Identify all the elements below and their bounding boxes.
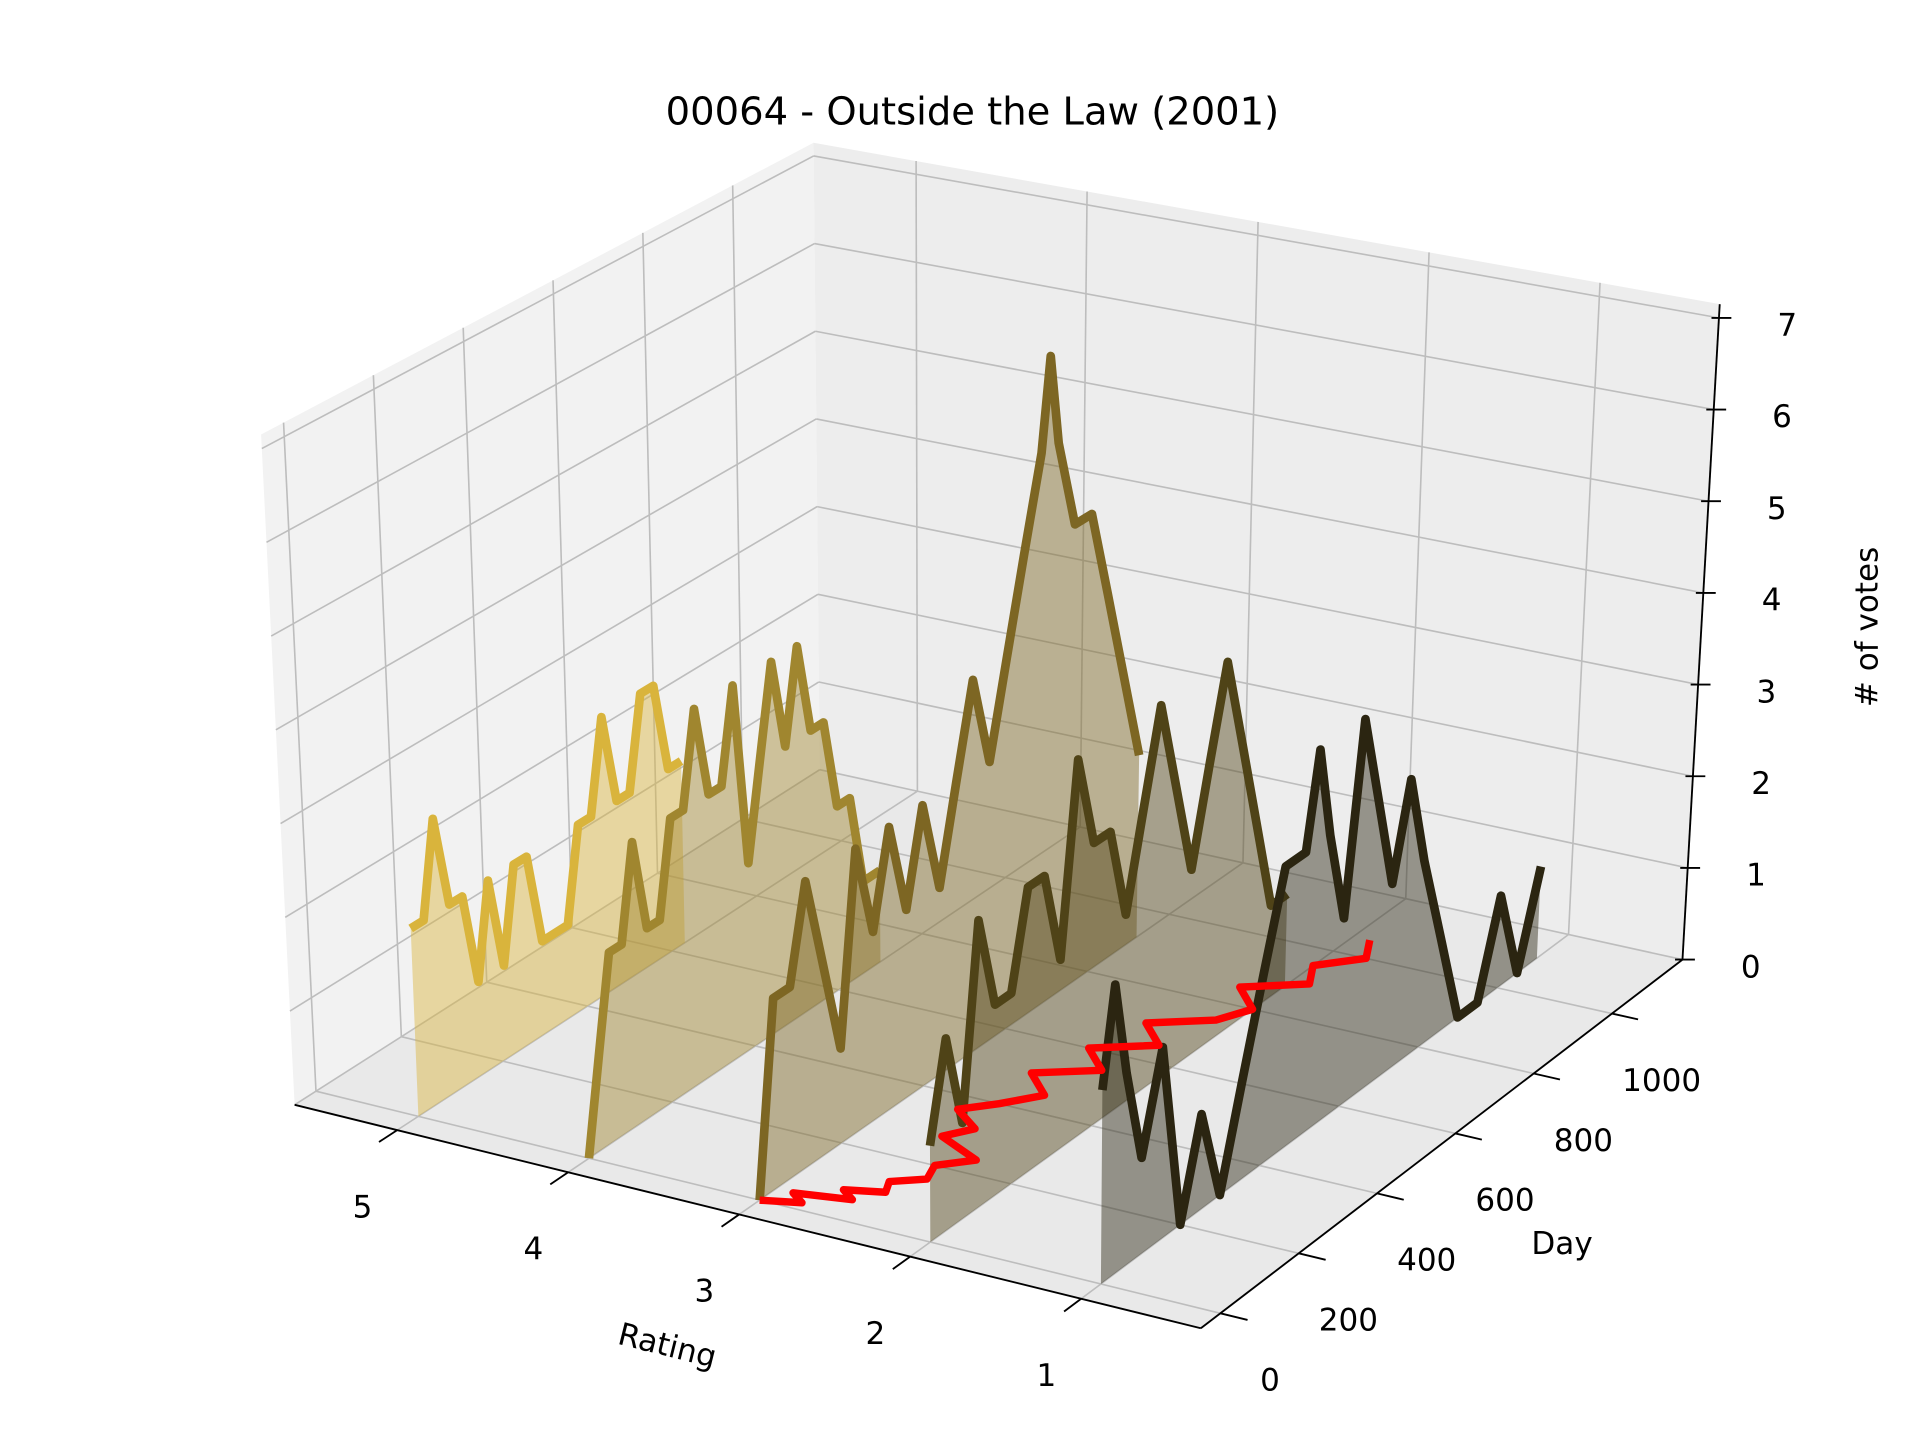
x-axis-label: Rating xyxy=(614,1316,720,1375)
series-line xyxy=(408,681,684,987)
z-tick-label: 3 xyxy=(1757,674,1777,710)
z-axis-line xyxy=(1681,304,1721,960)
grid-line xyxy=(738,862,1244,1216)
y-tick-label: 200 xyxy=(1319,1303,1378,1339)
grid-line xyxy=(396,790,918,1131)
chart-title: 00064 - Outside the Law (2001) xyxy=(666,90,1279,135)
grid-line xyxy=(813,155,1720,319)
z-tick-label: 0 xyxy=(1741,949,1761,985)
x-tick xyxy=(892,1255,911,1270)
y-tick xyxy=(1533,1072,1561,1081)
z-tick-label: 4 xyxy=(1762,583,1782,619)
grid-line xyxy=(401,1035,1299,1255)
series-line xyxy=(925,657,1290,1147)
grid-line xyxy=(280,505,818,825)
series-line xyxy=(584,641,883,1159)
grid-line xyxy=(266,242,815,544)
z-tick-label: 2 xyxy=(1751,766,1771,802)
left-pane xyxy=(261,142,820,1105)
z-tick-label: 6 xyxy=(1772,399,1792,435)
x-axis-line xyxy=(294,1103,1202,1330)
x-tick-label: 2 xyxy=(866,1316,886,1352)
grid-line xyxy=(284,593,819,919)
grid-line xyxy=(294,768,821,1106)
y-tick xyxy=(1455,1132,1483,1141)
grid-line xyxy=(275,418,817,731)
series-area xyxy=(410,685,685,1117)
grid-line xyxy=(571,926,1456,1135)
x-tick-label: 4 xyxy=(524,1231,544,1267)
x-tick-label: 3 xyxy=(695,1274,715,1310)
y-tick xyxy=(1376,1192,1404,1201)
series-line xyxy=(1098,714,1546,1230)
z-tick-label: 7 xyxy=(1777,308,1797,344)
grid-line xyxy=(1079,191,1088,828)
grid-line xyxy=(552,280,573,928)
grid-line xyxy=(282,422,317,1092)
y-tick xyxy=(1220,1312,1248,1321)
y-tick-label: 600 xyxy=(1475,1183,1534,1219)
grid-line xyxy=(567,826,1081,1173)
series-area xyxy=(588,646,881,1159)
grid-line xyxy=(462,327,488,983)
grid-line xyxy=(1080,933,1570,1300)
grid-line xyxy=(819,768,1683,961)
y-tick-label: 1000 xyxy=(1622,1063,1701,1099)
z-tick-label: 1 xyxy=(1746,858,1766,894)
grid-line xyxy=(372,375,403,1037)
grid-line xyxy=(815,330,1709,503)
series-area xyxy=(1100,719,1541,1284)
y-tick-label: 400 xyxy=(1397,1243,1456,1279)
back-pane xyxy=(813,142,1720,960)
grid-line xyxy=(1567,282,1601,935)
grid-line xyxy=(731,185,744,819)
y-tick xyxy=(1298,1252,1326,1261)
x-tick xyxy=(1063,1298,1082,1313)
series-line xyxy=(755,351,1144,1201)
grid-line xyxy=(816,418,1704,594)
y-axis-label: Day xyxy=(1531,1226,1592,1262)
z-tick-label: 5 xyxy=(1767,491,1787,527)
grid-line xyxy=(261,155,815,450)
y-tick-label: 800 xyxy=(1554,1123,1613,1159)
grid-line xyxy=(817,593,1694,778)
x-tick-label: 1 xyxy=(1037,1358,1057,1394)
grid-line xyxy=(814,242,1714,411)
x-tick xyxy=(378,1129,398,1143)
mean-rating-line xyxy=(759,939,1374,1207)
series-area xyxy=(759,356,1140,1201)
y-axis-line xyxy=(1200,958,1684,1330)
y-tick xyxy=(1611,1012,1639,1021)
z-axis-label: # of votes xyxy=(1850,547,1886,707)
x-tick-label: 5 xyxy=(353,1189,373,1225)
grid-line xyxy=(816,505,1699,686)
grid-line xyxy=(642,232,659,874)
y-tick-label: 0 xyxy=(1260,1363,1280,1399)
grid-line xyxy=(270,330,816,637)
grid-line xyxy=(915,161,919,792)
x-tick xyxy=(721,1213,740,1228)
x-tick xyxy=(549,1171,569,1186)
